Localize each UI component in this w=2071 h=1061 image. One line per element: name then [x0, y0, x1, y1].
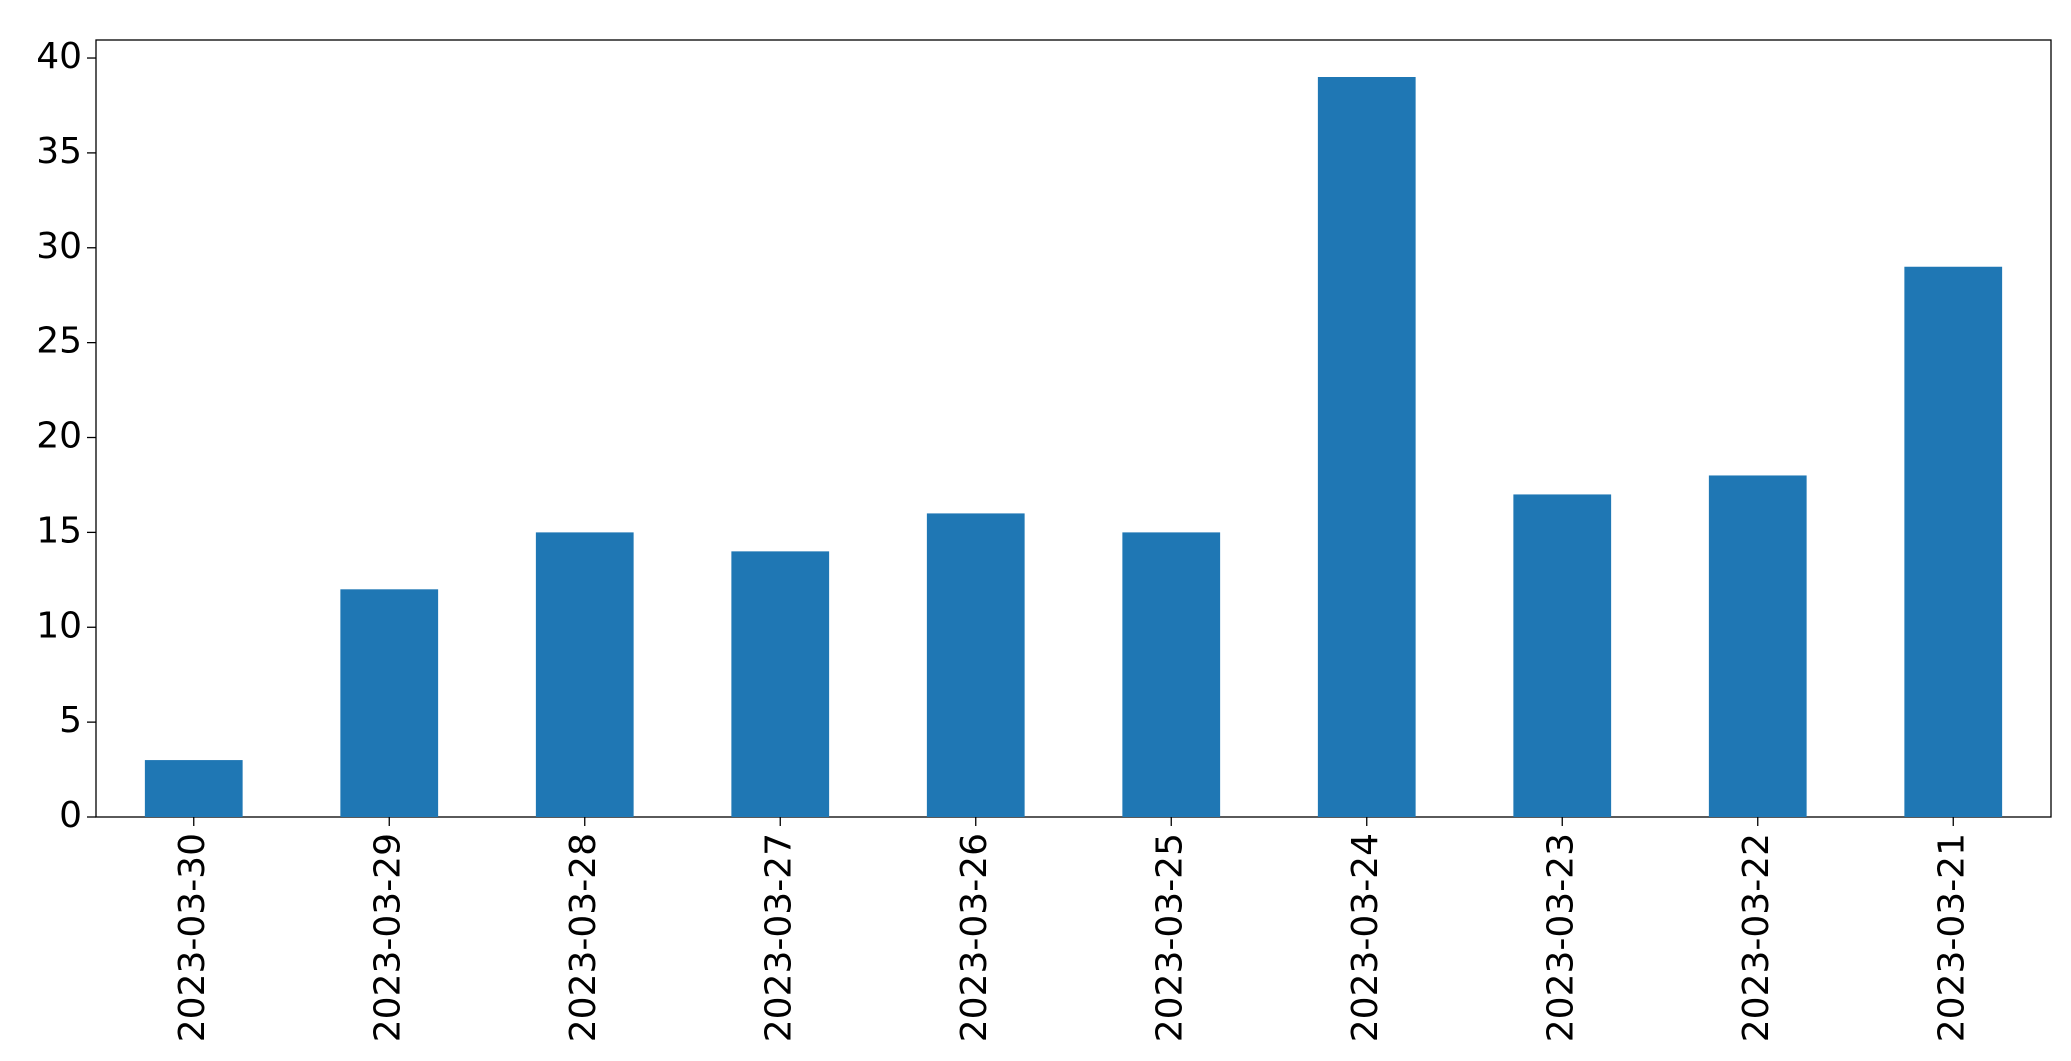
plot-frame — [95, 39, 2052, 818]
x-tick-label: 2023-03-27 — [758, 833, 799, 1042]
x-tick-label: 2023-03-23 — [1540, 833, 1581, 1042]
bar — [144, 760, 243, 817]
bar — [1708, 475, 1807, 817]
bar — [1513, 494, 1612, 817]
bar — [535, 532, 634, 817]
x-tick-label: 2023-03-29 — [367, 833, 408, 1042]
bar — [926, 513, 1025, 817]
y-tick-label: 10 — [36, 605, 82, 646]
x-tick-label: 2023-03-24 — [1345, 833, 1386, 1042]
bar — [1122, 532, 1221, 817]
bar — [1317, 77, 1416, 817]
y-tick-label: 20 — [36, 416, 82, 457]
x-tick-label: 2023-03-22 — [1736, 833, 1777, 1042]
y-tick-label: 15 — [36, 510, 82, 551]
y-tick-label: 25 — [36, 321, 82, 362]
x-tick-label: 2023-03-25 — [1149, 833, 1190, 1042]
y-tick-label: 5 — [59, 700, 82, 741]
x-tick-label: 2023-03-21 — [1931, 833, 1972, 1042]
y-tick-label: 40 — [36, 36, 82, 77]
bar — [1904, 266, 2003, 817]
y-tick-label: 30 — [36, 226, 82, 267]
x-tick-label: 2023-03-26 — [954, 833, 995, 1042]
x-tick-label: 2023-03-28 — [563, 833, 604, 1042]
y-tick-label: 0 — [59, 795, 82, 836]
bar — [731, 551, 830, 817]
x-tick-label: 2023-03-30 — [172, 833, 213, 1042]
y-tick-label: 35 — [36, 131, 82, 172]
bar — [340, 589, 439, 817]
